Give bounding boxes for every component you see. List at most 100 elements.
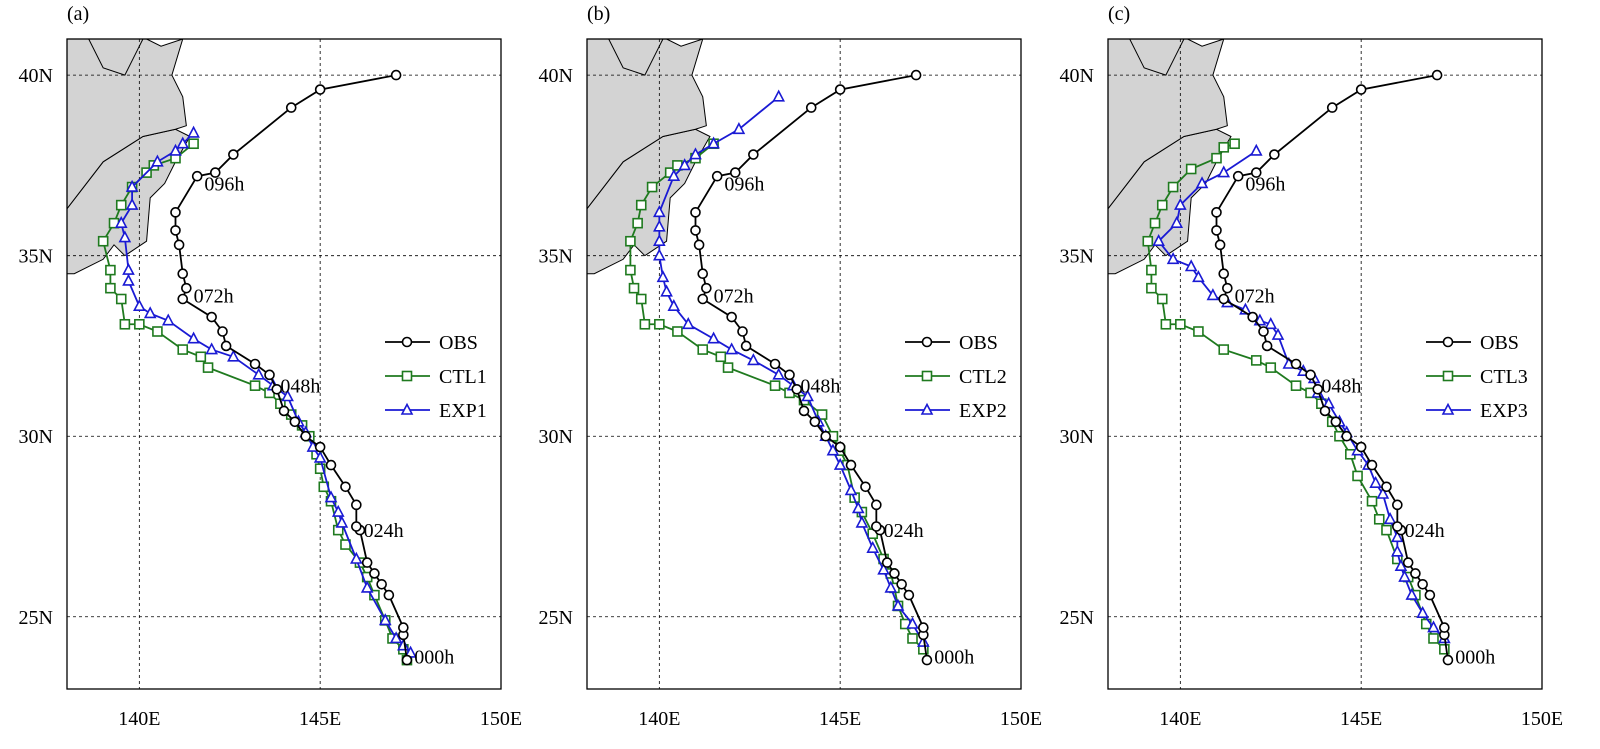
track-point [1355,84,1367,95]
track-point [855,515,869,528]
track-point [681,317,695,330]
panel-label: (b) [587,3,610,25]
track-point [177,268,189,280]
y-tick-label: 35N [539,246,573,268]
track-point [845,459,857,471]
track-point [151,154,164,167]
track-point [187,331,200,344]
track-point [289,416,301,428]
track-point [314,441,326,453]
legend-label: OBS [1480,332,1519,354]
track-point [672,326,683,337]
track-point [653,205,666,218]
track-point [115,199,127,211]
land-area [587,39,707,210]
y-tick-label: 25N [19,607,53,629]
track-point [119,318,131,330]
track-point [1376,486,1390,499]
track-point [1265,362,1277,373]
track-point [1391,544,1404,557]
track-point [1217,165,1231,178]
track-point [1391,530,1404,543]
track-point [910,69,922,81]
x-tick-label: 145E [819,708,861,730]
track-ctl2 [625,138,929,655]
track-point [1431,69,1443,81]
track-point [903,589,915,601]
track-point [228,149,239,160]
time-label: 096h [1245,173,1285,195]
track-point [264,369,275,381]
track-point [737,326,748,337]
track-point [252,367,266,380]
time-label: 072h [194,285,234,307]
track-point [271,383,283,395]
track-point [281,389,294,402]
track-point [740,340,752,352]
x-tick-label: 140E [638,708,680,730]
track-line [694,74,928,661]
track-point [133,299,146,312]
y-tick-label: 40N [1060,65,1094,87]
track-point [1229,138,1240,150]
track-point [206,311,217,323]
track-point [1211,225,1222,236]
track-point [401,370,413,382]
track-point [1366,495,1378,507]
legend-entry: OBS [905,332,998,354]
track-point [324,490,338,503]
track-point [1174,197,1187,210]
track-point [122,273,135,286]
track-point [1146,282,1157,294]
track-point [1206,288,1220,301]
x-tick-label: 150E [1521,708,1563,730]
track-point [125,197,139,210]
y-tick-label: 30N [539,426,573,448]
track-point [389,631,403,644]
track-point [715,351,727,363]
track-point [701,282,712,294]
track-point [114,215,128,228]
track-point [249,358,261,370]
track-point [1211,152,1222,164]
track-point [1192,270,1205,283]
map-panel-1: 140E 145E 150E 25N 30N 35N 40N (b) 000h 024h 048h 0… [539,3,1043,730]
track-point [805,102,817,113]
track-point [690,225,701,236]
track-point [844,483,858,496]
track-point [1428,633,1439,644]
track-point [181,282,192,294]
track-point [1261,340,1273,352]
track-point [176,136,190,149]
y-tick-label: 35N [19,246,53,268]
track-point [220,340,232,352]
track-point [1264,317,1278,330]
track-point [1352,470,1363,482]
coastline [1129,39,1185,76]
track-point [646,181,658,193]
track-point [177,293,189,305]
plot-frame [586,38,1022,690]
legend-entry: EXP3 [1426,400,1528,422]
track-point [729,167,741,178]
track-point [1222,282,1233,294]
track-point [209,167,221,178]
time-label: 024h [1405,520,1445,542]
track-point [1341,430,1352,442]
track-point [369,568,380,579]
track-point [122,262,135,275]
track-point [921,370,933,382]
track-point [1305,369,1316,381]
track-point [249,380,261,391]
y-tick-label: 35N [1060,246,1094,268]
track-point [798,405,810,417]
track-point [314,84,326,95]
x-tick-label: 150E [480,708,522,730]
track-point [896,578,907,590]
legend-entry: CTL3 [1426,366,1528,388]
track-point [860,481,871,493]
track-obs [690,69,933,666]
track-point [350,551,363,564]
track-point [191,170,203,182]
